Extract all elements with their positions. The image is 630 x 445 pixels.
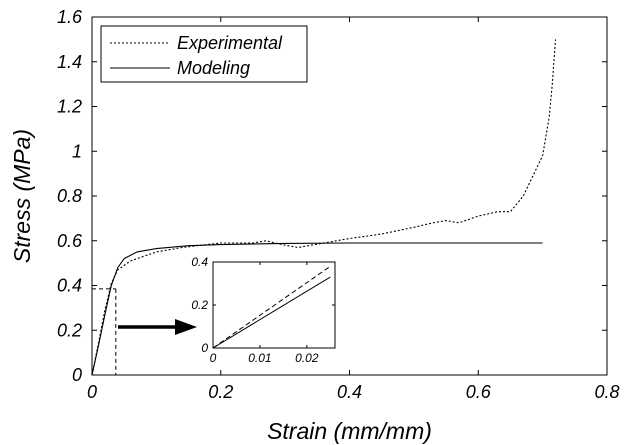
legend-label: Experimental: [177, 33, 283, 53]
legend-box: [100, 25, 308, 83]
main-series: [91, 39, 557, 376]
y-axis-title: Stress (MPa): [9, 129, 35, 263]
x-axis-title: Strain (mm/mm): [267, 418, 432, 444]
x-tick-label: 0.6: [466, 382, 492, 402]
inset-chart: 0 0.01 0.02 0 0.2 0.4: [191, 255, 336, 365]
y-tick-label: 0.2: [57, 320, 82, 340]
main-axes: 0 0.2 0.4 0.6 0.8 0 0.2 0.4 0.6 0.8 1 1.2 1.4 1.6: [57, 7, 620, 402]
inset-x-tick-label: 0.01: [248, 351, 271, 365]
x-tick-label: 0: [87, 382, 97, 402]
legend: Experimental Modeling: [100, 25, 308, 83]
y-tick-label: 0.8: [57, 186, 82, 206]
inset-x-tick-label: 0: [210, 351, 217, 365]
y-tick-label: 0.4: [57, 276, 82, 296]
y-tick-label: 1: [72, 141, 82, 161]
arrow-head: [175, 319, 197, 335]
zoom-annotation: [92, 288, 197, 375]
legend-label: Modeling: [177, 58, 250, 78]
inset-x-tick-label: 0.02: [295, 351, 319, 365]
y-tick-label: 1.2: [57, 97, 82, 117]
series-line-modeling: [91, 242, 543, 376]
inset-series-line-modeling: [212, 276, 331, 349]
inset-y-tick-label: 0.2: [191, 298, 208, 312]
x-tick-label: 0.8: [594, 382, 619, 402]
y-tick-label: 1.6: [57, 7, 83, 27]
y-tick-label: 0: [72, 365, 82, 385]
inset-y-tick-label: 0: [201, 341, 208, 355]
inset-y-tick-label: 0.4: [191, 255, 208, 269]
y-tick-label: 0.6: [57, 231, 83, 251]
x-tick-label: 0.4: [337, 382, 362, 402]
x-tick-label: 0.2: [208, 382, 233, 402]
y-tick-label: 1.4: [57, 52, 82, 72]
